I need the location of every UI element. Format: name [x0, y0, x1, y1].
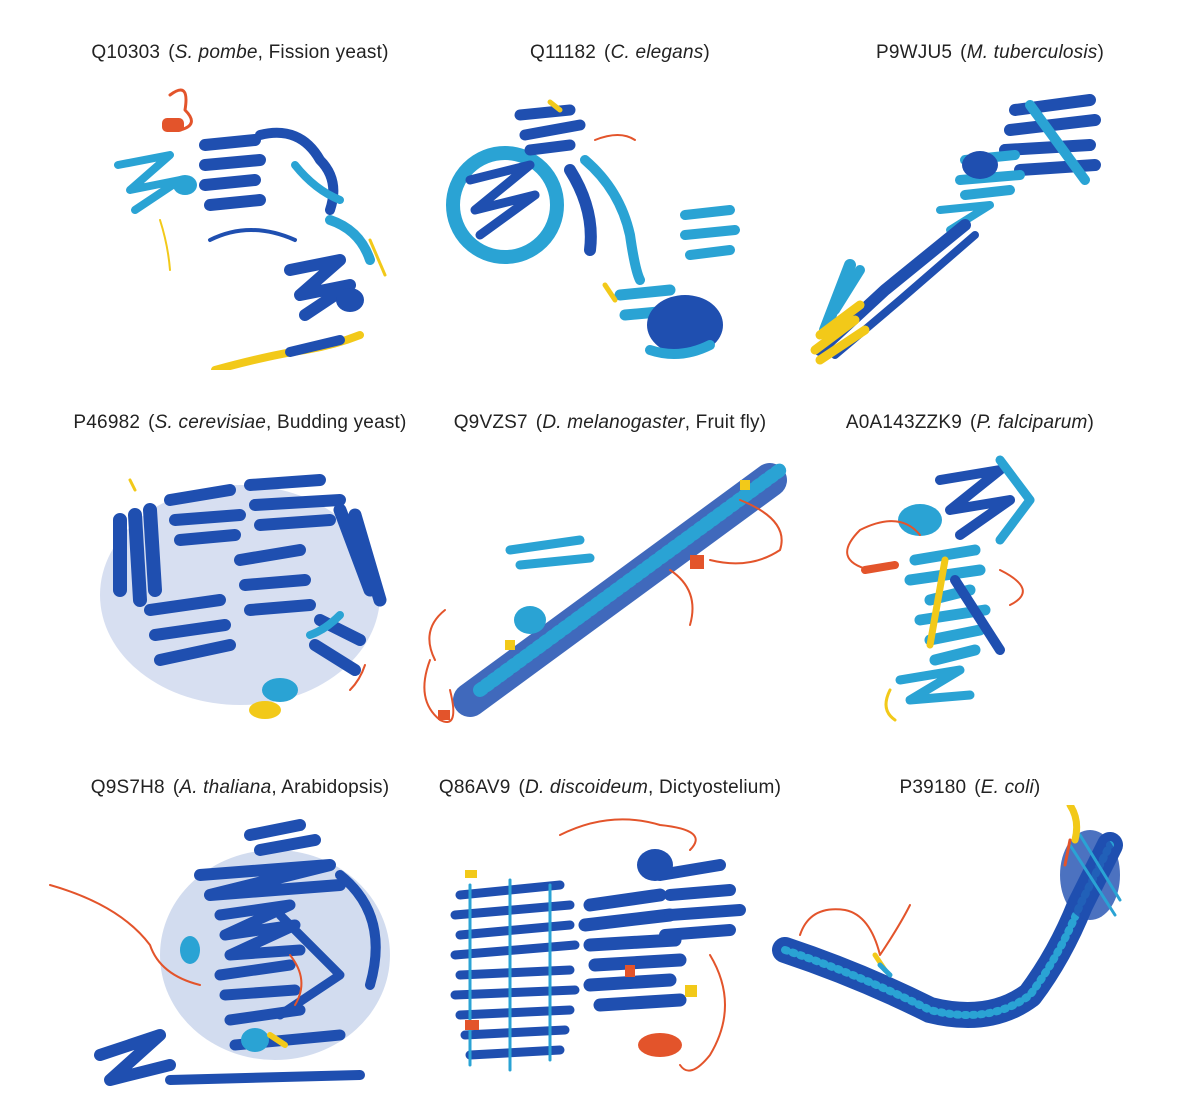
panel-caption: P9WJU5 (M. tuberculosis) — [875, 42, 1104, 63]
common-name-label: , Fruit fly — [684, 412, 760, 433]
species-label: D. melanogaster — [542, 412, 685, 433]
species-label: S. pombe — [174, 42, 258, 63]
panel-q11182: Q11182 (C. elegans) — [420, 0, 820, 365]
panel-p39180: P39180 (E. coli) — [770, 735, 1170, 1100]
panel-caption: Q86AV9 (D. discoideum, Dictyostelium) — [438, 777, 782, 798]
panel-caption: Q9VZS7 (D. melanogaster, Fruit fly) — [453, 412, 767, 433]
panel-a0a143zzk9: A0A143ZZK9 (P. falciparum) — [770, 370, 1170, 735]
panel-caption: Q9S7H8 (A. thaliana, Arabidopsis) — [90, 777, 390, 798]
accession-label: Q86AV9 — [438, 777, 511, 798]
accession-label: P39180 — [899, 777, 967, 798]
panel-p9wju5: P9WJU5 (M. tuberculosis) — [790, 0, 1190, 365]
accession-label: P46982 — [73, 412, 141, 433]
accession-label: P9WJU5 — [875, 42, 953, 63]
panel-caption: Q10303 (S. pombe, Fission yeast) — [91, 42, 389, 63]
species-label: E. coli — [980, 777, 1034, 798]
panel-q86av9: Q86AV9 (D. discoideum, Dictyostelium) — [410, 735, 810, 1100]
protein-structure-render — [450, 818, 746, 1072]
panel-caption: Q11182 (C. elegans) — [530, 42, 710, 63]
protein-structure-render — [446, 99, 740, 359]
protein-structure-render — [100, 474, 387, 719]
common-name-label: , Budding yeast — [266, 412, 401, 433]
protein-structure-render — [423, 463, 787, 723]
common-name-label: , Fission yeast — [257, 42, 383, 63]
species-label: M. tuberculosis — [966, 42, 1098, 63]
protein-structure-render — [846, 455, 1035, 722]
accession-label: Q9S7H8 — [90, 777, 165, 798]
panel-caption: A0A143ZZK9 (P. falciparum) — [845, 412, 1095, 433]
common-name-label: , Dictyostelium — [648, 777, 775, 798]
panel-q9vzs7: Q9VZS7 (D. melanogaster, Fruit fly) — [410, 370, 810, 735]
protein-structure-render — [810, 94, 1101, 365]
protein-structure-render — [772, 805, 1123, 1028]
species-label: C. elegans — [610, 42, 704, 63]
common-name-label: , Arabidopsis — [271, 777, 383, 798]
accession-label: Q10303 — [91, 42, 161, 63]
species-label: D. discoideum — [525, 777, 649, 798]
accession-label: A0A143ZZK9 — [845, 412, 962, 433]
panel-p46982: P46982 (S. cerevisiae, Budding yeast) — [40, 370, 440, 735]
protein-structure-render — [114, 88, 387, 370]
panel-caption: P39180 (E. coli) — [899, 777, 1041, 798]
species-label: P. falciparum — [976, 412, 1088, 433]
accession-label: Q11182 — [530, 42, 597, 63]
accession-label: Q9VZS7 — [453, 412, 528, 433]
panel-q10303: Q10303 (S. pombe, Fission yeast) — [40, 0, 440, 370]
species-label: S. cerevisiae — [154, 412, 267, 433]
panel-q9s7h8: Q9S7H8 (A. thaliana, Arabidopsis) — [40, 735, 440, 1100]
species-label: A. thaliana — [179, 777, 272, 798]
protein-structure-render — [49, 819, 390, 1086]
panel-caption: P46982 (S. cerevisiae, Budding yeast) — [73, 412, 407, 433]
